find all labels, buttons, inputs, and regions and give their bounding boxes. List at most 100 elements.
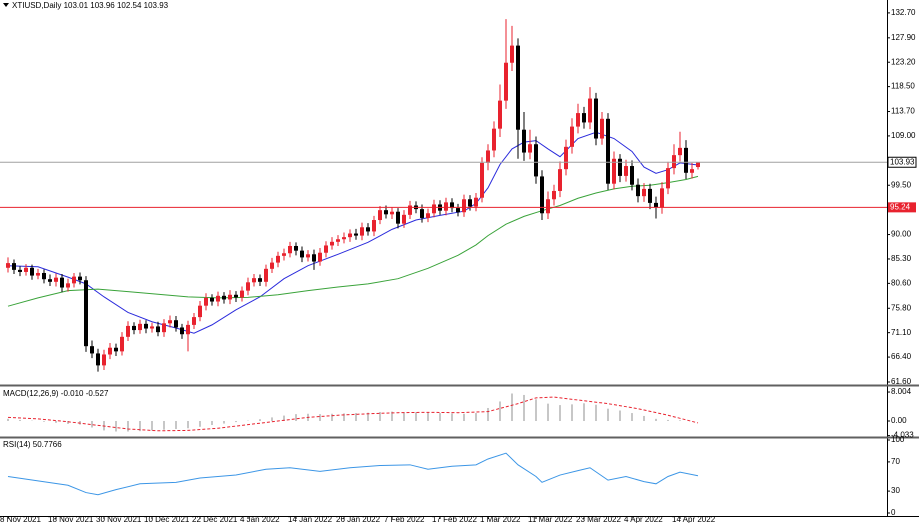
candle-body [186,324,190,335]
candle-body [408,205,412,215]
candle-body [216,295,220,302]
candle-body [288,245,292,254]
candle-body [468,199,472,207]
candle-body [660,188,664,208]
candle-body [612,158,616,184]
candle-body [648,188,652,203]
candle-body [426,213,430,218]
candle-body [534,144,538,177]
y-tick-label: 90.00 [891,230,912,239]
candle-body [324,245,328,253]
macd-title: MACD(12,26,9) -0.010 -0.527 [3,389,109,398]
macd-signal [7,396,699,432]
candle-body [696,162,700,168]
candle-body [354,233,358,236]
candle-body [366,227,370,232]
y-tick-label: 123.20 [891,57,916,66]
candle-body [102,354,106,366]
x-tick-label: 14 Jan 2022 [288,515,333,523]
x-tick-label: 1 Mar 2022 [480,515,521,523]
candle-body [282,253,286,256]
candle-body [474,197,478,207]
candle-body [234,294,238,298]
y-tick-label: 80.60 [891,278,912,287]
x-tick-label: 18 Nov 2021 [48,515,94,523]
candle-body [240,290,244,298]
candle-body [546,199,550,214]
candle-body [78,276,82,281]
candle-body [114,347,118,352]
candle-body [36,272,40,276]
candle-body [264,268,268,282]
candle-body [570,126,574,147]
candle-body [582,113,586,123]
candle-body [564,146,568,170]
chart-title: XTIUSD,Daily 103.01 103.96 102.54 103.93 [12,1,169,10]
candle-body [402,214,406,224]
menu-icon[interactable] [3,3,9,7]
candle-body [636,184,640,197]
x-tick-label: 8 Nov 2021 [0,515,41,523]
candle-body [462,199,466,213]
y-tick-label: 70 [891,457,900,466]
price-level-box [888,202,916,213]
candle-body [6,263,10,268]
x-tick-label: 4 Jan 2022 [240,515,280,523]
candle-body [630,166,634,185]
candle-body [108,347,112,355]
candle-body [306,254,310,258]
y-tick-label: 85.30 [891,254,912,263]
candle-body [126,325,130,337]
candle-body [360,227,364,236]
candle-body [456,208,460,213]
y-tick-label: 66.40 [891,352,912,361]
x-tick-label: 11 Mar 2022 [528,515,573,523]
candle-body [228,294,232,300]
moving-average [7,175,699,307]
candle-body [588,98,592,123]
candle-body [246,282,250,291]
y-tick-label: 113.70 [891,107,915,116]
candle-body [336,239,340,242]
candle-body [66,283,70,288]
candle-body [120,336,124,352]
candle-body [174,320,178,328]
y-tick-label: 0.00 [891,416,907,425]
candle-body [558,169,562,191]
rsi-title: RSI(14) 50.7766 [3,440,62,449]
candle-body [666,168,670,189]
candle-body [252,278,256,283]
candle-body [684,147,688,173]
candle-body [516,45,520,130]
candle-body [222,295,226,300]
candle-body [504,62,508,101]
candle-body [690,169,694,173]
y-tick-label: 0 [891,508,896,517]
y-tick-label: 71.10 [891,328,912,337]
x-tick-label: 14 Apr 2022 [672,515,716,523]
candle-body [396,211,400,224]
x-tick-label: 10 Dec 2021 [144,515,190,523]
candle-body [18,269,22,272]
y-tick-label: 75.80 [891,303,912,312]
candle-body [84,280,88,347]
candle-body [60,277,64,288]
candle-body [450,202,454,209]
x-tick-label: 30 Nov 2021 [96,515,142,523]
candle-body [198,305,202,318]
candle-body [156,326,160,333]
candle-body [606,118,610,184]
candle-body [300,250,304,258]
candle-body [594,98,598,139]
candle-body [210,297,214,302]
candle-body [576,113,580,127]
candle-body [624,166,628,176]
candle-body [258,278,262,282]
candle-body [48,279,52,282]
x-tick-label: 22 Dec 2021 [192,515,238,523]
candle-body [270,262,274,269]
current-price-box [887,156,917,168]
candle-body [432,204,436,214]
candle-body [42,272,46,280]
y-tick-label: 30 [891,486,900,495]
